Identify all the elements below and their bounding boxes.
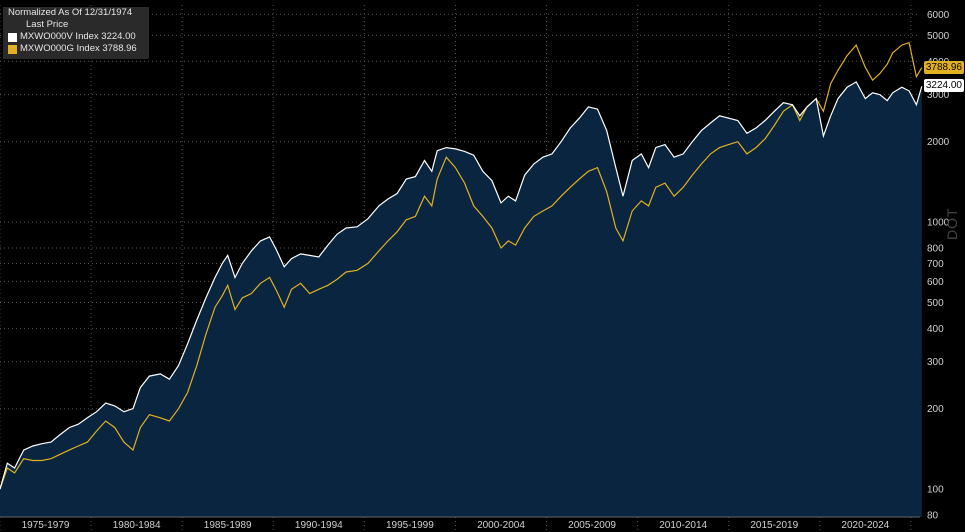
y-tick-label: 800: [927, 243, 944, 254]
legend-item-series2: MXWO000G Index 3788.96: [3, 43, 149, 55]
x-tick-label: 1980-1984: [113, 520, 161, 531]
legend-title: Normalized As Of 12/31/1974: [8, 7, 133, 18]
watermark-text: DOT: [944, 207, 960, 240]
legend-swatch-yellow: [8, 44, 17, 54]
legend: Normalized As Of 12/31/1974 Last Price M…: [3, 7, 149, 59]
y-tick-label: 400: [927, 324, 944, 335]
legend-item-series1: MXWO000V Index 3224.00: [3, 31, 149, 43]
legend-label-series1: MXWO000V Index 3224.00: [20, 31, 136, 42]
y-tick-label: 5000: [927, 31, 950, 42]
x-tick-label: 1985-1989: [204, 520, 252, 531]
y-tick-label: 600: [927, 277, 944, 288]
legend-swatch-white: [8, 32, 17, 42]
y-tick-label: 3000: [927, 90, 950, 101]
series1-line: [0, 81, 923, 490]
legend-label-series2: MXWO000G Index 3788.96: [20, 43, 137, 54]
x-tick-label: 2000-2004: [477, 520, 525, 531]
y-tick-label: 6000: [927, 10, 950, 21]
x-tick-label: 2005-2009: [568, 520, 616, 531]
y-tick-label: 300: [927, 357, 944, 368]
y-tick-label: 200: [927, 404, 944, 415]
x-tick-label: 1990-1994: [295, 520, 343, 531]
x-tick-label: 2010-2014: [659, 520, 707, 531]
y-tick-label: 100: [927, 485, 944, 496]
y-tick-label: 1000: [927, 218, 950, 229]
x-tick-label: 1995-1999: [386, 520, 434, 531]
legend-subtitle: Last Price: [26, 19, 69, 30]
y-tick-label: 700: [927, 259, 944, 270]
y-tick-label: 2000: [927, 137, 950, 148]
y-tick-label: 80: [927, 511, 939, 522]
last-price-badge-series1: 3224.00: [923, 79, 964, 93]
x-tick-label: 1975-1979: [22, 520, 70, 531]
last-price-badge-series2: 3788.96: [923, 60, 964, 74]
y-tick-label: 500: [927, 298, 944, 309]
series1-area: [0, 81, 922, 518]
x-axis: 1975-1979 1980-1984 1985-1989 1990-1994 1995…: [0, 516, 920, 531]
x-tick-label: 2020-2024: [841, 520, 889, 531]
x-tick-label: 2015-2019: [750, 520, 798, 531]
series2-line: [0, 41, 923, 490]
